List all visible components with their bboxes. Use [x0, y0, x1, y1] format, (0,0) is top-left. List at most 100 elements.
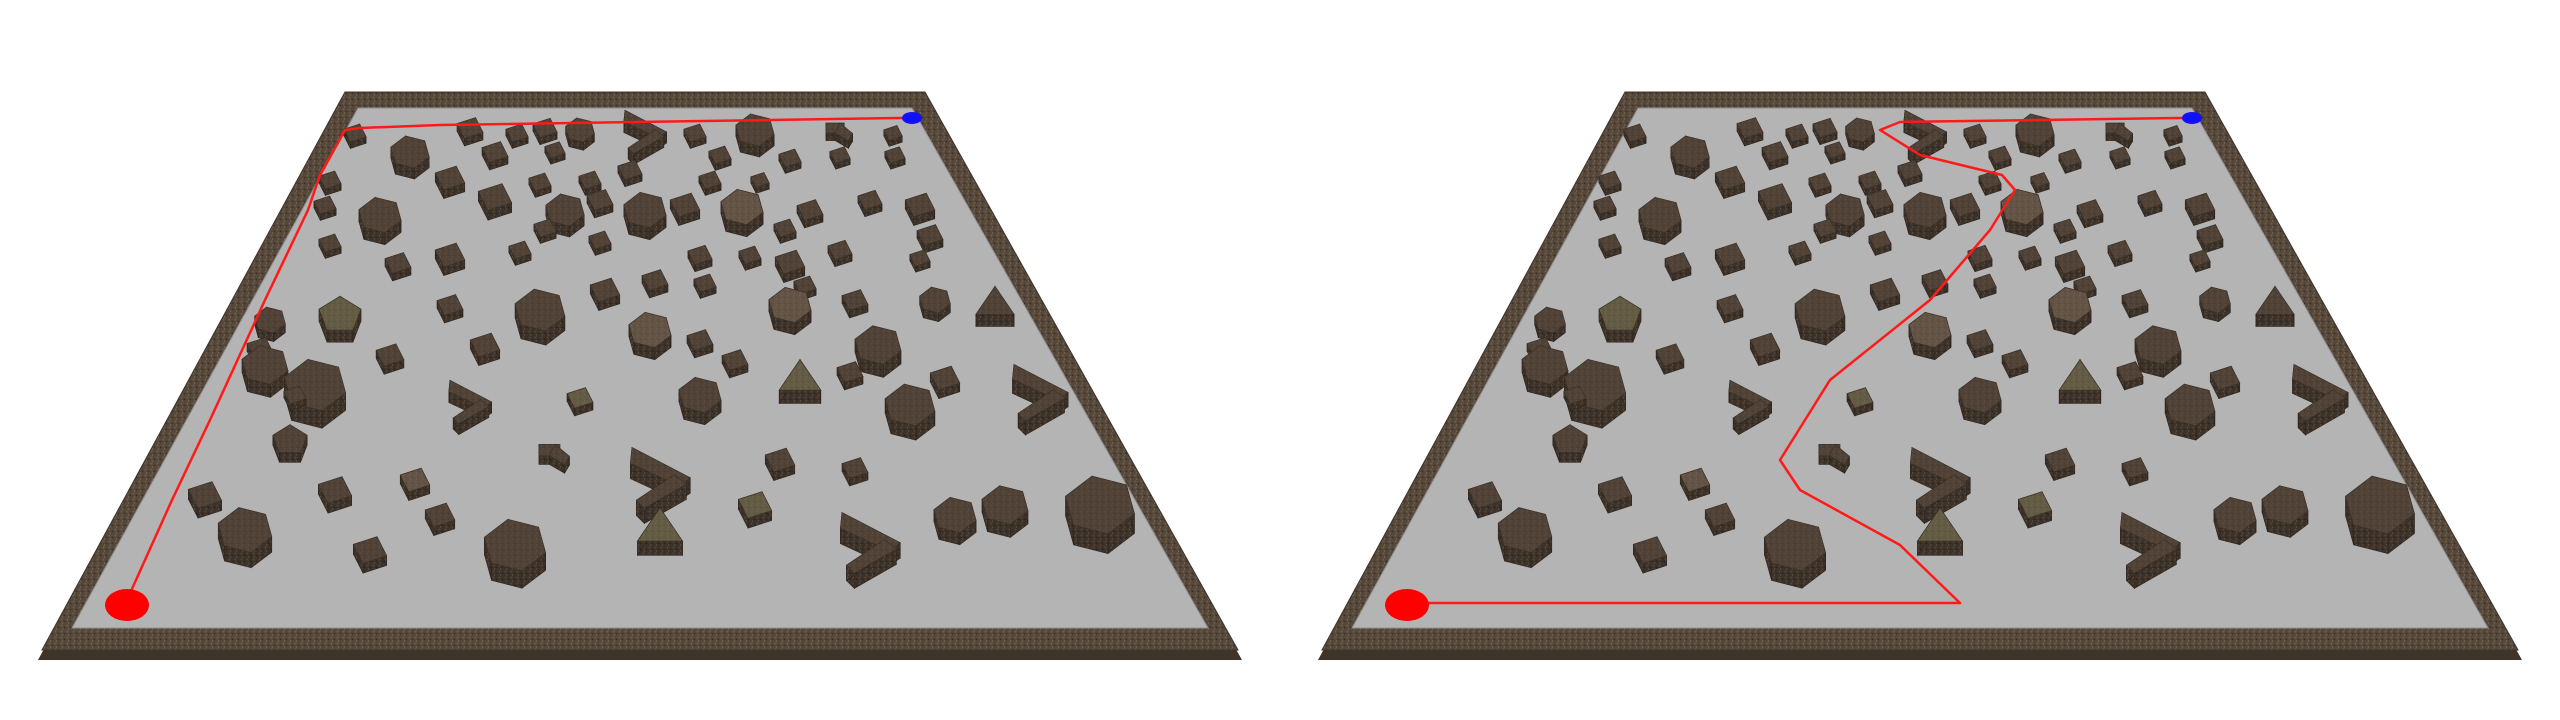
obstacle-69: [566, 387, 594, 417]
obstacle-10: [2015, 113, 2055, 158]
obstacle-4: [505, 123, 529, 149]
obstacle-27: [2000, 188, 2044, 238]
obstacle-67: [283, 385, 307, 411]
obstacle-35: [1638, 196, 1682, 246]
obstacle-94: [981, 485, 1029, 538]
obstacle-85: [1704, 502, 1736, 537]
obstacle-89: [1916, 506, 1964, 557]
obstacle-71: [721, 349, 749, 379]
obstacle-8: [623, 109, 668, 166]
obstacle-84: [399, 467, 431, 502]
obstacle-77: [1012, 363, 1069, 436]
obstacle-1: [390, 135, 430, 180]
obstacle-9: [683, 123, 707, 149]
obstacle-34: [1593, 195, 1617, 221]
obstacle-0: [1623, 123, 1647, 149]
obstacle-61: [841, 289, 869, 319]
obstacle-60: [768, 286, 812, 336]
obstacle-29: [2030, 172, 2050, 194]
obstacle-84: [1679, 467, 1711, 502]
obstacle-11: [708, 145, 732, 171]
obstacle-55: [254, 306, 286, 343]
obstacle-74: [836, 361, 864, 391]
obstacle-27: [720, 188, 764, 238]
obstacle-48: [2107, 239, 2133, 268]
obstacle-14: [829, 146, 851, 170]
obstacle-19: [477, 183, 513, 221]
obstacle-59: [1966, 329, 1994, 359]
obstacle-31: [773, 218, 797, 244]
obstacle-2: [1736, 117, 1764, 147]
obstacle-11: [1988, 145, 2012, 171]
obstacle-87: [2017, 491, 2053, 529]
obstacle-38: [434, 242, 466, 277]
obstacle-81: [2121, 457, 2149, 487]
obstacle-30: [796, 199, 824, 229]
obstacle-14: [2109, 146, 2131, 170]
obstacle-32: [857, 189, 883, 218]
obstacle-37: [1664, 252, 1692, 282]
obstacle-45: [2018, 245, 2042, 271]
obstacle-72: [2058, 358, 2102, 405]
obstacle-3: [1761, 141, 1789, 171]
obstacle-82: [187, 481, 223, 519]
obstacle-65: [241, 345, 289, 398]
obstacle-20: [1808, 172, 1832, 198]
obstacle-78: [272, 424, 308, 463]
obstacle-16: [2163, 125, 2183, 147]
obstacle-56: [375, 343, 405, 375]
obstacle-44: [1973, 273, 1997, 299]
obstacle-70: [678, 376, 722, 426]
obstacle-19: [1757, 183, 1793, 221]
obstacle-63: [919, 286, 951, 323]
obstacle-7: [544, 141, 566, 165]
obstacle-18: [434, 165, 466, 200]
obstacle-36: [318, 233, 342, 259]
obstacle-57: [1749, 332, 1781, 367]
obstacle-92: [2120, 511, 2182, 590]
obstacle-81: [841, 457, 869, 487]
obstacle-69: [1846, 387, 1874, 417]
obstacle-22: [1858, 170, 1882, 196]
obstacle-9: [1963, 123, 1987, 149]
obstacle-83: [317, 476, 353, 514]
obstacle-44: [693, 273, 717, 299]
start-marker: [105, 589, 149, 621]
obstacle-42: [641, 269, 669, 299]
obstacle-33: [904, 192, 936, 227]
obstacle-50: [2189, 249, 2211, 273]
obstacle-24: [586, 189, 614, 219]
obstacle-86: [630, 446, 692, 525]
start-marker: [1385, 589, 1429, 621]
obstacle-21: [545, 193, 585, 238]
obstacle-26: [1949, 192, 1981, 227]
obstacle-67: [1563, 385, 1587, 411]
obstacle-1: [1670, 135, 1710, 180]
obstacle-58: [628, 311, 672, 361]
obstacle-34: [313, 195, 337, 221]
obstacle-90: [1497, 507, 1553, 569]
obstacle-7: [1824, 141, 1846, 165]
obstacle-41: [588, 230, 612, 256]
obstacle-36: [1598, 233, 1622, 259]
obstacle-20: [528, 172, 552, 198]
obstacle-23: [1897, 159, 1923, 188]
obstacle-21: [1825, 193, 1865, 238]
obstacle-15: [884, 146, 906, 170]
obstacle-4: [1785, 123, 1809, 149]
obstacle-41: [1868, 230, 1892, 256]
obstacle-86: [1910, 446, 1972, 525]
obstacle-91: [1632, 536, 1668, 574]
obstacle-32: [2137, 189, 2163, 218]
obstacle-16: [883, 125, 903, 147]
obstacle-12: [2058, 148, 2082, 174]
obstacle-95: [1065, 475, 1135, 555]
obstacle-57: [469, 332, 501, 367]
obstacle-68: [448, 379, 493, 436]
obstacle-52: [514, 288, 566, 346]
obstacle-field: [187, 109, 1135, 590]
obstacle-43: [687, 244, 713, 273]
obstacle-field: [1467, 109, 2415, 590]
obstacle-62: [975, 285, 1015, 328]
obstacle-39: [1788, 240, 1812, 266]
